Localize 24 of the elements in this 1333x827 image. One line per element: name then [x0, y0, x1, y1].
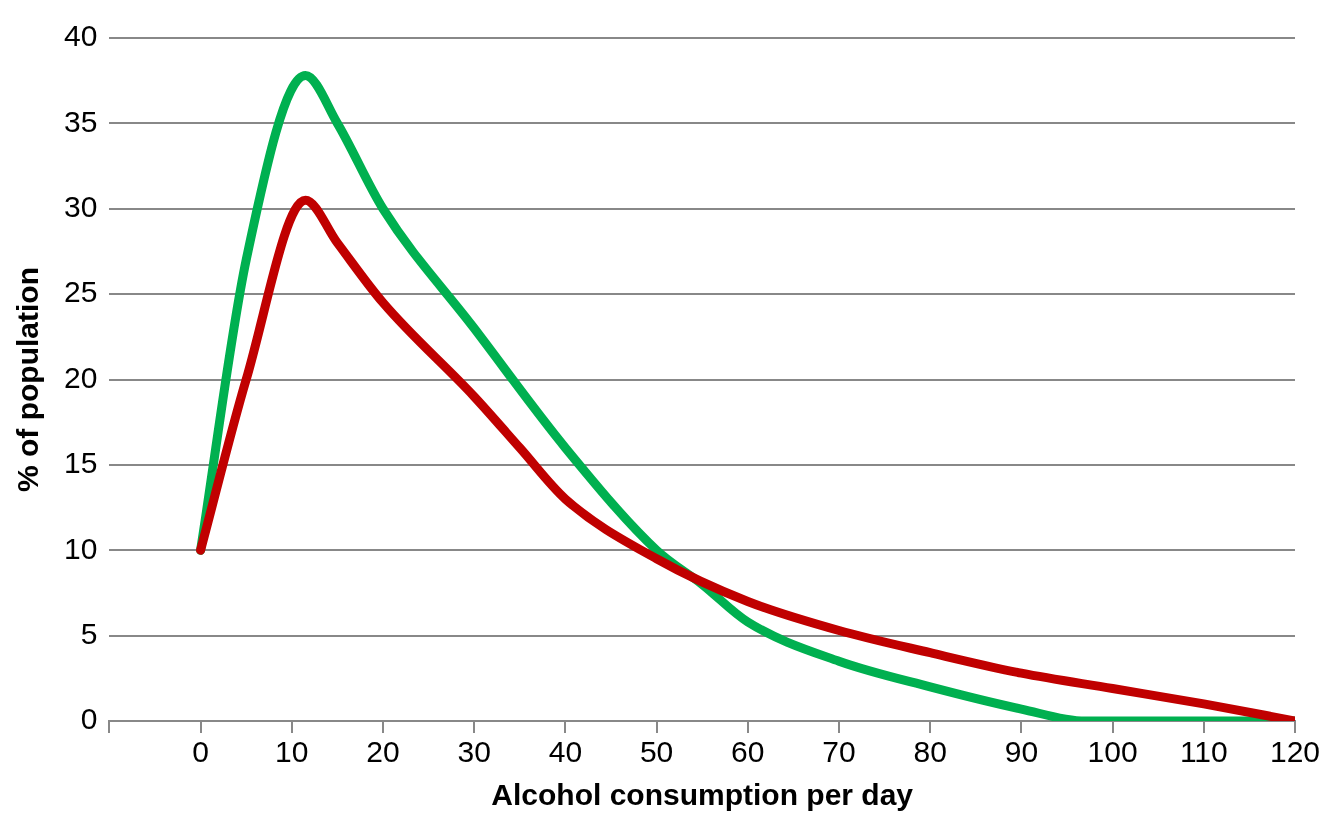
- y-tick-label: 5: [80, 616, 98, 650]
- x-tick-label: 110: [1179, 735, 1228, 769]
- x-tick-label: 0: [192, 735, 209, 769]
- x-tick-label: 30: [457, 735, 491, 769]
- x-tick-label: 80: [913, 735, 947, 769]
- x-tick-label: 50: [639, 735, 674, 769]
- y-tick-label: 20: [63, 360, 98, 394]
- y-tick-label: 40: [63, 19, 98, 53]
- x-axis-title: Alcohol consumption per day: [491, 778, 914, 812]
- x-tick-label: 120: [1269, 735, 1321, 769]
- x-tick-label: 70: [822, 735, 856, 769]
- x-tick-label: 100: [1087, 735, 1138, 769]
- x-tick-label: 60: [731, 735, 765, 769]
- x-tick-label: 10: [275, 735, 309, 769]
- y-tick-label: 30: [63, 190, 98, 224]
- y-tick-label: 35: [63, 104, 98, 138]
- y-tick-label: 10: [63, 531, 98, 565]
- y-tick-label: 0: [80, 702, 98, 736]
- x-tick-label: 40: [548, 735, 583, 769]
- x-tick-label: 20: [366, 735, 400, 769]
- y-tick-label: 15: [63, 446, 98, 480]
- y-tick-label: 25: [63, 275, 98, 309]
- x-tick-label: 90: [1004, 735, 1039, 769]
- y-axis-title: % of population: [11, 267, 45, 492]
